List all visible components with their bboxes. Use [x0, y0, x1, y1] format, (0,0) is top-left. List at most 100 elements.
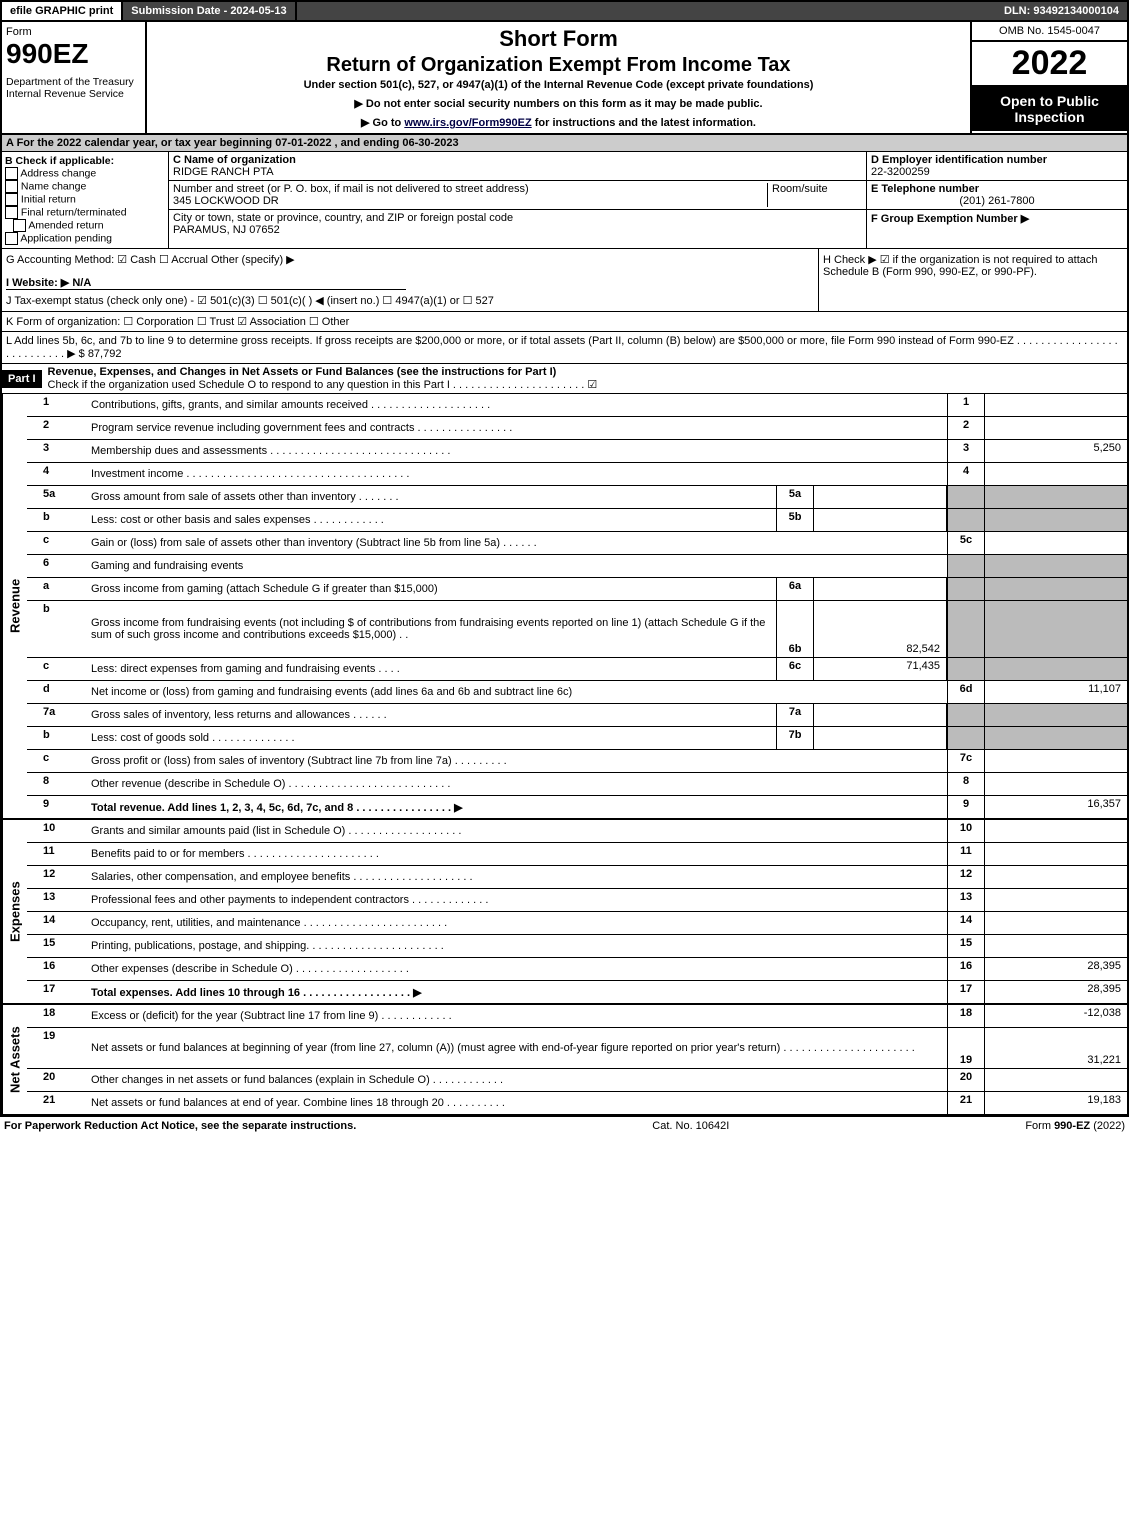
line-13: 13 Professional fees and other payments … — [27, 889, 1127, 912]
right-val-shaded — [984, 509, 1127, 531]
line-7b: b Less: cost of goods sold . . . . . . .… — [27, 727, 1127, 750]
line-desc: Total expenses. Add lines 10 through 16 … — [87, 981, 947, 1003]
right-val: 28,395 — [984, 981, 1127, 1003]
section-c: C Name of organization RIDGE RANCH PTA N… — [169, 152, 867, 248]
sub-num: 6c — [776, 658, 814, 680]
c-city-val: PARAMUS, NJ 07652 — [173, 224, 280, 236]
right-val: 16,357 — [984, 796, 1127, 818]
section-b: B Check if applicable: Address change Na… — [2, 152, 169, 248]
part1-title-row: Part I Revenue, Expenses, and Changes in… — [0, 364, 1129, 394]
line-desc: Gross amount from sale of assets other t… — [87, 486, 776, 508]
c-name: C Name of organization RIDGE RANCH PTA — [169, 152, 866, 181]
line-num: c — [27, 750, 87, 772]
line-desc: Gross sales of inventory, less returns a… — [87, 704, 776, 726]
line-21: 21 Net assets or fund balances at end of… — [27, 1092, 1127, 1114]
checkbox-icon[interactable] — [5, 232, 18, 245]
header-center: Short Form Return of Organization Exempt… — [147, 22, 970, 133]
line-num: 5a — [27, 486, 87, 508]
b-opt: Initial return — [5, 193, 165, 206]
right-num: 7c — [947, 750, 984, 772]
bcdef-block: B Check if applicable: Address change Na… — [0, 152, 1129, 249]
c-street-val: 345 LOCKWOOD DR — [173, 195, 279, 207]
sub-val: 82,542 — [814, 601, 947, 657]
right-num: 5c — [947, 532, 984, 554]
line-num: 17 — [27, 981, 87, 1003]
tax-year: 2022 — [972, 42, 1127, 87]
irs-link[interactable]: www.irs.gov/Form990EZ — [404, 117, 531, 129]
line-15: 15 Printing, publications, postage, and … — [27, 935, 1127, 958]
right-val-shaded — [984, 704, 1127, 726]
section-f: F Group Exemption Number ▶ — [867, 210, 1127, 227]
revenue-section: Revenue 1 Contributions, gifts, grants, … — [0, 394, 1129, 820]
gi-col: G Accounting Method: ☑ Cash ☐ Accrual Ot… — [2, 249, 818, 311]
line-desc: Benefits paid to or for members . . . . … — [87, 843, 947, 865]
line-desc: Excess or (deficit) for the year (Subtra… — [87, 1005, 947, 1027]
checkbox-icon[interactable] — [5, 206, 18, 219]
goto-prefix: ▶ Go to — [361, 117, 404, 129]
short-form-title: Short Form — [151, 26, 966, 52]
right-val-shaded — [984, 727, 1127, 749]
line-desc: Investment income . . . . . . . . . . . … — [87, 463, 947, 485]
expenses-label: Expenses — [2, 820, 27, 1003]
dept-treasury: Department of the Treasury Internal Reve… — [6, 76, 141, 100]
line-6: 6 Gaming and fundraising events — [27, 555, 1127, 578]
e-lbl: E Telephone number — [871, 183, 979, 195]
right-num: 16 — [947, 958, 984, 980]
line-desc: Grants and similar amounts paid (list in… — [87, 820, 947, 842]
line-11: 11 Benefits paid to or for members . . .… — [27, 843, 1127, 866]
right-val — [984, 935, 1127, 957]
line-desc: Less: cost or other basis and sales expe… — [87, 509, 776, 531]
line-desc: Salaries, other compensation, and employ… — [87, 866, 947, 888]
checkbox-icon[interactable] — [5, 193, 18, 206]
e-val: (201) 261-7800 — [871, 195, 1123, 207]
form-header: Form 990EZ Department of the Treasury In… — [0, 20, 1129, 135]
line-num: 16 — [27, 958, 87, 980]
line-14: 14 Occupancy, rent, utilities, and maint… — [27, 912, 1127, 935]
right-val: 11,107 — [984, 681, 1127, 703]
c-name-lbl: C Name of organization — [173, 154, 296, 166]
checkbox-icon[interactable] — [5, 167, 18, 180]
line-desc: Total revenue. Add lines 1, 2, 3, 4, 5c,… — [87, 796, 947, 818]
c-street-lbl: Number and street (or P. O. box, if mail… — [173, 183, 529, 195]
right-val: 31,221 — [984, 1028, 1127, 1068]
line-desc: Gaming and fundraising events — [87, 555, 947, 577]
line-desc: Program service revenue including govern… — [87, 417, 947, 439]
line-desc: Gross income from fundraising events (no… — [87, 601, 776, 657]
checkbox-icon[interactable] — [5, 180, 18, 193]
line-desc: Printing, publications, postage, and shi… — [87, 935, 947, 957]
b-opt: Application pending — [5, 232, 165, 245]
footer-right: Form 990-EZ (2022) — [1025, 1120, 1125, 1132]
footer-left: For Paperwork Reduction Act Notice, see … — [4, 1120, 356, 1132]
right-num: 19 — [947, 1028, 984, 1068]
line-num: 7a — [27, 704, 87, 726]
right-num: 6d — [947, 681, 984, 703]
line-desc: Gain or (loss) from sale of assets other… — [87, 532, 947, 554]
right-num: 13 — [947, 889, 984, 911]
right-val — [984, 750, 1127, 772]
right-val — [984, 417, 1127, 439]
right-num-shaded — [947, 704, 984, 726]
line-desc: Gross income from gaming (attach Schedul… — [87, 578, 776, 600]
right-num: 8 — [947, 773, 984, 795]
line-num: 9 — [27, 796, 87, 818]
footer: For Paperwork Reduction Act Notice, see … — [0, 1116, 1129, 1135]
footer-center: Cat. No. 10642I — [652, 1120, 729, 1132]
line-5a: 5a Gross amount from sale of assets othe… — [27, 486, 1127, 509]
line-6d: d Net income or (loss) from gaming and f… — [27, 681, 1127, 704]
right-num: 12 — [947, 866, 984, 888]
right-val — [984, 820, 1127, 842]
line-num: 2 — [27, 417, 87, 439]
sub-val — [814, 578, 947, 600]
form-number: 990EZ — [6, 38, 141, 70]
right-val — [984, 1069, 1127, 1091]
line-20: 20 Other changes in net assets or fund b… — [27, 1069, 1127, 1092]
line-num: d — [27, 681, 87, 703]
line-num: 21 — [27, 1092, 87, 1114]
right-val — [984, 866, 1127, 888]
line-num: 19 — [27, 1028, 87, 1068]
c-room-lbl: Room/suite — [772, 183, 828, 195]
right-num-shaded — [947, 486, 984, 508]
submission-date: Submission Date - 2024-05-13 — [123, 2, 296, 20]
section-g: G Accounting Method: ☑ Cash ☐ Accrual Ot… — [6, 253, 814, 266]
checkbox-icon[interactable] — [13, 219, 26, 232]
